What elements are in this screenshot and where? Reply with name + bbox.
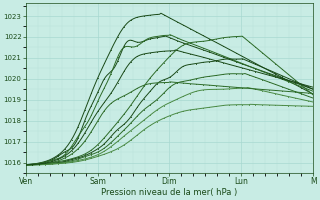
X-axis label: Pression niveau de la mer( hPa ): Pression niveau de la mer( hPa ): [101, 188, 237, 197]
